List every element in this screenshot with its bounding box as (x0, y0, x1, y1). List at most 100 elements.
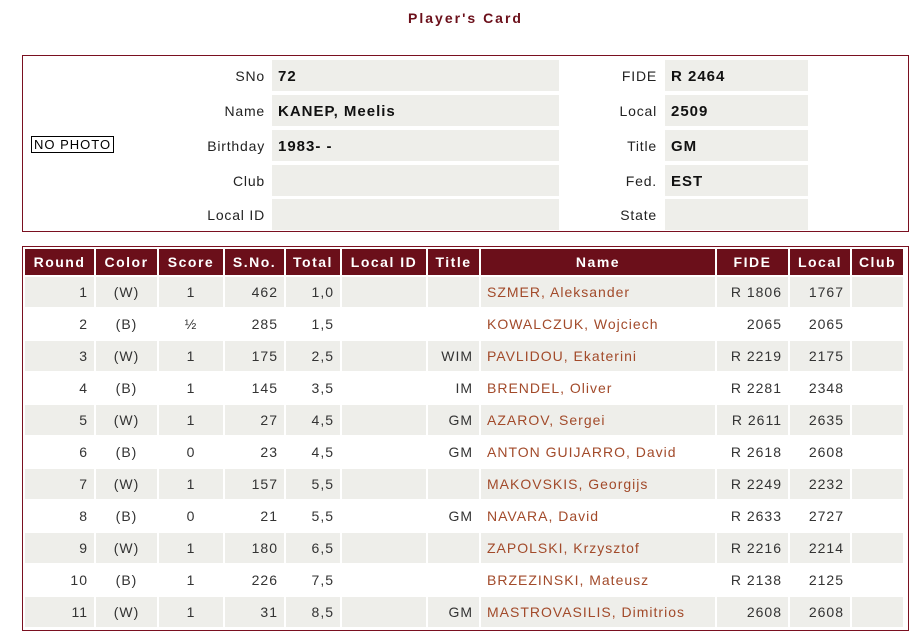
cell-local: 2608 (790, 437, 850, 467)
cell-sno: 175 (225, 341, 284, 371)
cell-local-id (342, 437, 426, 467)
page-title: Player's Card (408, 10, 523, 26)
table-row: 1 (W) 1 462 1,0 SZMER, Aleksander R 1806 1767 (25, 277, 903, 307)
col-header-club: Club (852, 249, 903, 275)
cell-local: 2348 (790, 373, 850, 403)
cell-sno: 23 (225, 437, 284, 467)
table-row: 8 (B) 0 21 5,5 GM NAVARA, David R 2633 2727 (25, 501, 903, 531)
local-label: Local (619, 103, 657, 119)
cell-local-id (342, 565, 426, 595)
cell-fide: R 2633 (717, 501, 788, 531)
fed-label: Fed. (625, 173, 657, 189)
cell-title (428, 533, 479, 563)
results-header-row: Round Color Score S.No. Total Local ID T… (25, 249, 903, 275)
cell-round: 8 (25, 501, 94, 531)
name-label: Name (224, 103, 265, 119)
cell-name[interactable]: BRZEZINSKI, Mateusz (481, 565, 715, 595)
col-header-title: Title (428, 249, 479, 275)
cell-local-id (342, 501, 426, 531)
fed-value: EST (665, 165, 808, 196)
cell-name[interactable]: MASTROVASILIS, Dimitrios (481, 597, 715, 627)
cell-score: 1 (159, 469, 223, 499)
cell-fide: 2065 (717, 309, 788, 339)
cell-sno: 21 (225, 501, 284, 531)
cell-name[interactable]: BRENDEL, Oliver (481, 373, 715, 403)
cell-color: (W) (96, 469, 157, 499)
cell-round: 11 (25, 597, 94, 627)
cell-fide: R 1806 (717, 277, 788, 307)
name-value: KANEP, Meelis (272, 95, 559, 126)
cell-fide: R 2219 (717, 341, 788, 371)
cell-club (852, 373, 903, 403)
club-label: Club (233, 173, 265, 189)
cell-title: IM (428, 373, 479, 403)
no-photo-placeholder: NO PHOTO (31, 136, 115, 153)
cell-fide: R 2611 (717, 405, 788, 435)
cell-name[interactable]: AZAROV, Sergei (481, 405, 715, 435)
cell-title: GM (428, 437, 479, 467)
cell-fide: 2608 (717, 597, 788, 627)
club-value (272, 165, 559, 196)
cell-title (428, 565, 479, 595)
cell-local-id (342, 405, 426, 435)
title-label: Title (627, 138, 657, 154)
cell-club (852, 437, 903, 467)
cell-local: 2232 (790, 469, 850, 499)
cell-fide: R 2618 (717, 437, 788, 467)
title-value: GM (665, 130, 808, 161)
cell-score: 1 (159, 277, 223, 307)
cell-color: (B) (96, 565, 157, 595)
cell-sno: 226 (225, 565, 284, 595)
cell-club (852, 533, 903, 563)
cell-color: (W) (96, 405, 157, 435)
table-row: 7 (W) 1 157 5,5 MAKOVSKIS, Georgijs R 2249 2232 (25, 469, 903, 499)
cell-sno: 27 (225, 405, 284, 435)
cell-club (852, 405, 903, 435)
cell-total: 2,5 (286, 341, 340, 371)
col-header-name: Name (481, 249, 715, 275)
cell-title: GM (428, 597, 479, 627)
cell-color: (W) (96, 341, 157, 371)
cell-color: (W) (96, 533, 157, 563)
cell-name[interactable]: NAVARA, David (481, 501, 715, 531)
cell-total: 1,0 (286, 277, 340, 307)
cell-fide: R 2216 (717, 533, 788, 563)
cell-score: 1 (159, 533, 223, 563)
cell-local-id (342, 277, 426, 307)
cell-name[interactable]: SZMER, Aleksander (481, 277, 715, 307)
cell-name[interactable]: ANTON GUIJARRO, David (481, 437, 715, 467)
cell-name[interactable]: KOWALCZUK, Wojciech (481, 309, 715, 339)
cell-local-id (342, 373, 426, 403)
cell-total: 1,5 (286, 309, 340, 339)
cell-score: 1 (159, 597, 223, 627)
cell-score: 1 (159, 405, 223, 435)
cell-round: 7 (25, 469, 94, 499)
cell-score: 1 (159, 373, 223, 403)
fide-value: R 2464 (665, 60, 808, 91)
cell-local: 1767 (790, 277, 850, 307)
cell-round: 4 (25, 373, 94, 403)
cell-total: 4,5 (286, 437, 340, 467)
cell-score: 0 (159, 437, 223, 467)
cell-local-id (342, 533, 426, 563)
cell-color: (B) (96, 373, 157, 403)
cell-round: 9 (25, 533, 94, 563)
cell-local: 2125 (790, 565, 850, 595)
table-row: 6 (B) 0 23 4,5 GM ANTON GUIJARRO, David R 2618 2… (25, 437, 903, 467)
cell-total: 6,5 (286, 533, 340, 563)
cell-name[interactable]: MAKOVSKIS, Georgijs (481, 469, 715, 499)
cell-name[interactable]: PAVLIDOU, Ekaterini (481, 341, 715, 371)
local-value: 2509 (665, 95, 808, 126)
col-header-sno: S.No. (225, 249, 284, 275)
local-id-value (272, 199, 559, 230)
col-header-total: Total (286, 249, 340, 275)
cell-sno: 157 (225, 469, 284, 499)
cell-title (428, 277, 479, 307)
birthday-label: Birthday (207, 138, 265, 154)
cell-score: ½ (159, 309, 223, 339)
table-row: 3 (W) 1 175 2,5 WIM PAVLIDOU, Ekaterini R 2219 2… (25, 341, 903, 371)
cell-name[interactable]: ZAPOLSKI, Krzysztof (481, 533, 715, 563)
col-header-color: Color (96, 249, 157, 275)
cell-round: 10 (25, 565, 94, 595)
cell-total: 4,5 (286, 405, 340, 435)
